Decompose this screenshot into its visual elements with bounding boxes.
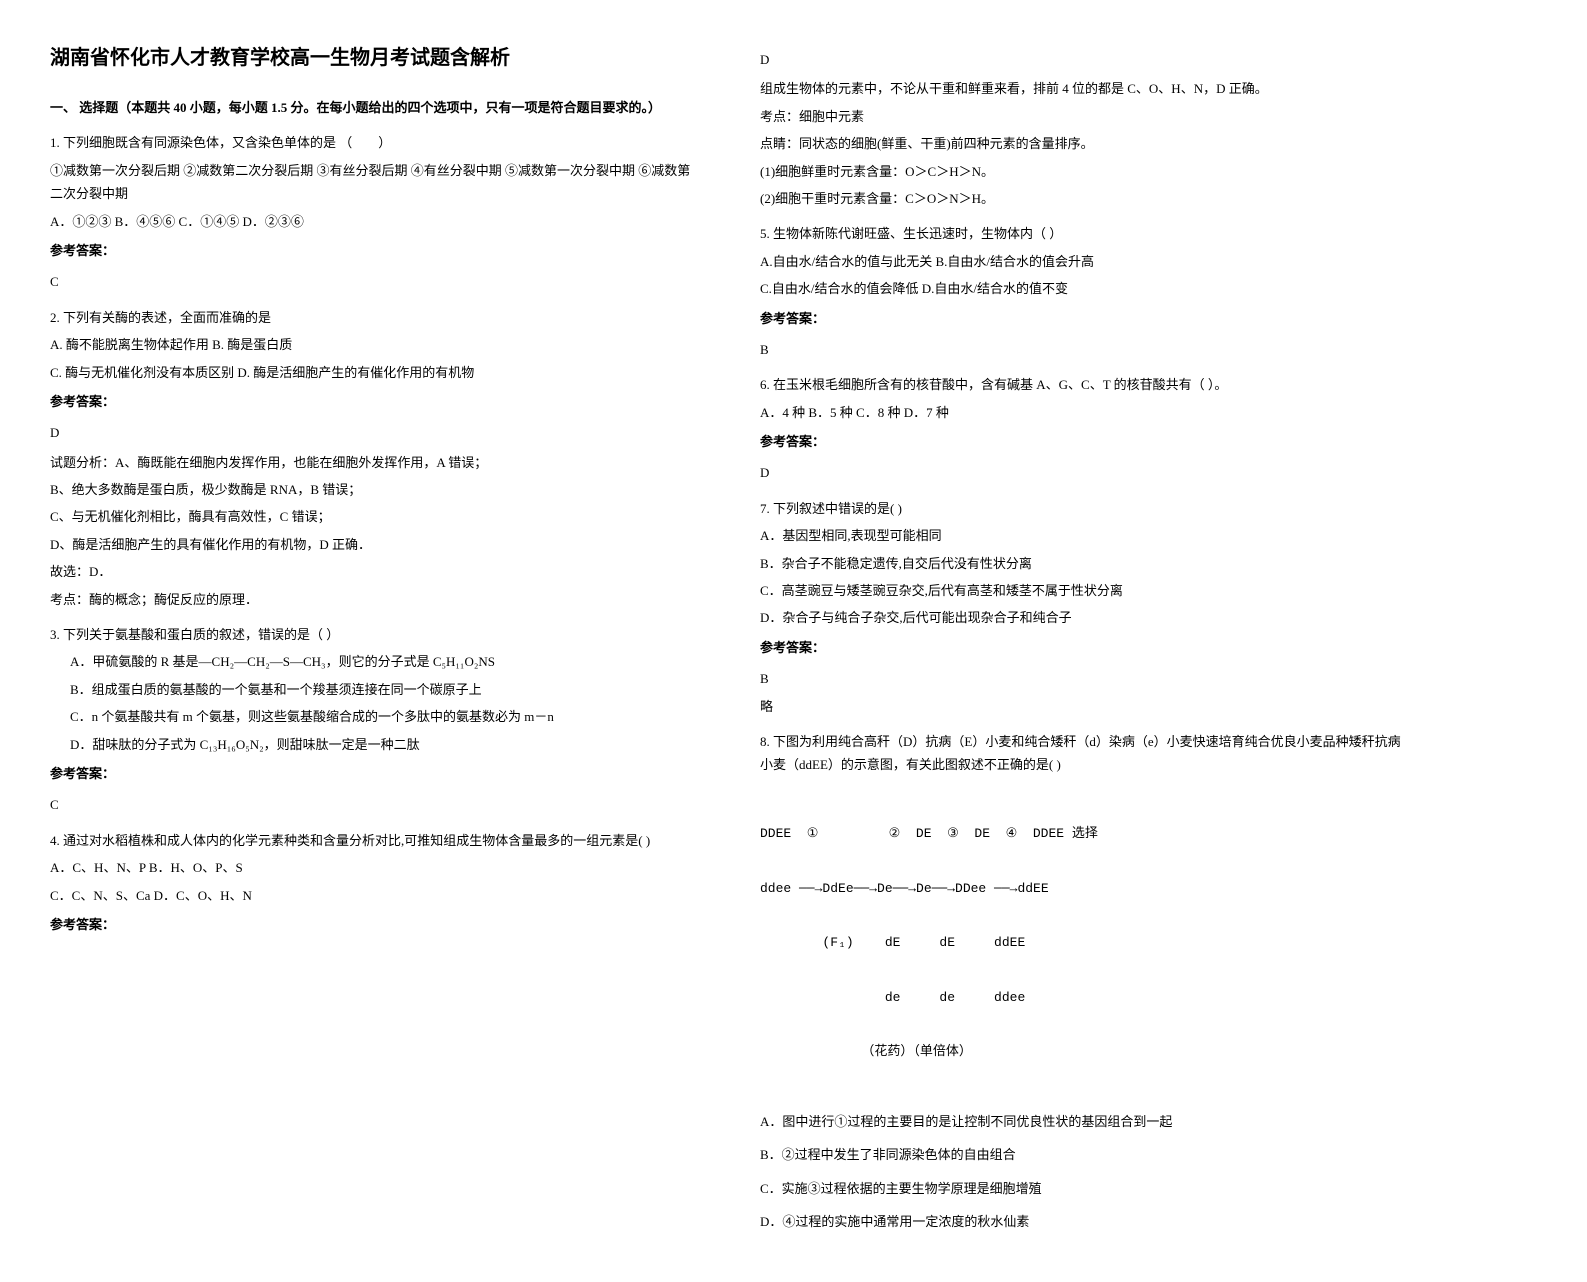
diagram-line2: ddee ──→DdEe──→De──→De──→DDee ──→ddEE bbox=[760, 880, 1410, 898]
question-2-exp2: B、绝大多数酶是蛋白质，极少数酶是 RNA，B 错误； bbox=[50, 478, 700, 501]
question-7-answer2: 略 bbox=[760, 695, 1410, 718]
answer-label: 参考答案： bbox=[760, 307, 1410, 330]
question-7-optD: D．杂合子与纯合子杂交,后代可能出现杂合子和纯合子 bbox=[760, 606, 1410, 629]
question-5-text: 5. 生物体新陈代谢旺盛、生长迅速时，生物体内（ ） bbox=[760, 222, 1410, 245]
question-5: 5. 生物体新陈代谢旺盛、生长迅速时，生物体内（ ） A.自由水/结合水的值与此… bbox=[760, 222, 1410, 361]
left-column: 湖南省怀化市人才教育学校高一生物月考试题含解析 一、 选择题（本题共 40 小题… bbox=[50, 40, 700, 1242]
question-5-optC: C.自由水/结合水的值会降低 D.自由水/结合水的值不变 bbox=[760, 277, 1410, 300]
question-4-exp2: 考点：细胞中元素 bbox=[760, 105, 1410, 128]
question-2-exp3: C、与无机催化剂相比，酶具有高效性，C 错误； bbox=[50, 505, 700, 528]
question-8-optC: C．实施③过程依据的主要生物学原理是细胞增殖 bbox=[760, 1177, 1410, 1200]
question-8: 8. 下图为利用纯合高秆（D）抗病（E）小麦和纯合矮秆（d）染病（e）小麦快速培… bbox=[760, 730, 1410, 1234]
diagram-line5: （花药）（单倍体） bbox=[760, 1043, 1410, 1061]
question-6-text: 6. 在玉米根毛细胞所含有的核苷酸中，含有碱基 A、G、C、T 的核苷酸共有（ … bbox=[760, 373, 1410, 396]
question-7-optC: C．高茎豌豆与矮茎豌豆杂交,后代有高茎和矮茎不属于性状分离 bbox=[760, 579, 1410, 602]
answer-label: 参考答案： bbox=[50, 762, 700, 785]
question-1-answer: C bbox=[50, 270, 700, 293]
question-7-optB: B．杂合子不能稳定遗传,自交后代没有性状分离 bbox=[760, 552, 1410, 575]
question-7: 7. 下列叙述中错误的是( ) A．基因型相同,表现型可能相同 B．杂合子不能稳… bbox=[760, 497, 1410, 718]
diagram-line4: de de ddee bbox=[760, 989, 1410, 1007]
right-column: D 组成生物体的元素中，不论从干重和鲜重来看，排前 4 位的都是 C、O、H、N… bbox=[760, 40, 1410, 1242]
question-3-optC: C．n 个氨基酸共有 m 个氨基，则这些氨基酸缩合成的一个多肽中的氨基数必为 m… bbox=[70, 705, 700, 728]
question-5-answer: B bbox=[760, 338, 1410, 361]
question-3-optA: A．甲硫氨酸的 R 基是—CH₂—CH₂—S—CH₃，则它的分子式是 C₅H₁₁… bbox=[70, 650, 700, 673]
question-8-optD: D．④过程的实施中通常用一定浓度的秋水仙素 bbox=[760, 1210, 1410, 1233]
question-2-exp6: 考点：酶的概念；酶促反应的原理． bbox=[50, 588, 700, 611]
question-3-optB: B．组成蛋白质的氨基酸的一个氨基和一个羧基须连接在同一个碳原子上 bbox=[70, 678, 700, 701]
question-2-exp1: 试题分析：A、酶既能在细胞内发挥作用，也能在细胞外发挥作用，A 错误； bbox=[50, 451, 700, 474]
question-4-exp1: 组成生物体的元素中，不论从干重和鲜重来看，排前 4 位的都是 C、O、H、N，D… bbox=[760, 77, 1410, 100]
question-8-optB: B．②过程中发生了非同源染色体的自由组合 bbox=[760, 1143, 1410, 1166]
question-6-answer: D bbox=[760, 461, 1410, 484]
question-2: 2. 下列有关酶的表述，全面而准确的是 A. 酶不能脱离生物体起作用 B. 酶是… bbox=[50, 306, 700, 611]
question-4-text: 4. 通过对水稻植株和成人体内的化学元素种类和含量分析对比,可推知组成生物体含量… bbox=[50, 829, 700, 852]
question-7-text: 7. 下列叙述中错误的是( ) bbox=[760, 497, 1410, 520]
document-title: 湖南省怀化市人才教育学校高一生物月考试题含解析 bbox=[50, 40, 700, 76]
question-6: 6. 在玉米根毛细胞所含有的核苷酸中，含有碱基 A、G、C、T 的核苷酸共有（ … bbox=[760, 373, 1410, 485]
question-8-text: 8. 下图为利用纯合高秆（D）抗病（E）小麦和纯合矮秆（d）染病（e）小麦快速培… bbox=[760, 730, 1410, 777]
answer-label: 参考答案： bbox=[50, 913, 700, 936]
answer-label: 参考答案： bbox=[50, 239, 700, 262]
question-1-options: A．①②③ B．④⑤⑥ C．①④⑤ D．②③⑥ bbox=[50, 210, 700, 233]
question-3: 3. 下列关于氨基酸和蛋白质的叙述，错误的是（ ） A．甲硫氨酸的 R 基是—C… bbox=[50, 623, 700, 817]
question-6-opts: A．4 种 B．5 种 C．8 种 D．7 种 bbox=[760, 401, 1410, 424]
question-8-diagram: DDEE ① ② DE ③ DE ④ DDEE 选择 ddee ──→DdEe─… bbox=[760, 789, 1410, 1098]
question-4-exp3: 点睛：同状态的细胞(鲜重、干重)前四种元素的含量排序。 bbox=[760, 132, 1410, 155]
question-4-answer: D bbox=[760, 48, 1410, 71]
question-5-optA: A.自由水/结合水的值与此无关 B.自由水/结合水的值会升高 bbox=[760, 250, 1410, 273]
section-header: 一、 选择题（本题共 40 小题，每小题 1.5 分。在每小题给出的四个选项中，… bbox=[50, 96, 700, 119]
answer-label: 参考答案： bbox=[760, 430, 1410, 453]
question-2-optA: A. 酶不能脱离生物体起作用 B. 酶是蛋白质 bbox=[50, 333, 700, 356]
question-3-answer: C bbox=[50, 793, 700, 816]
question-2-exp4: D、酶是活细胞产生的具有催化作用的有机物，D 正确． bbox=[50, 533, 700, 556]
diagram-line1: DDEE ① ② DE ③ DE ④ DDEE 选择 bbox=[760, 825, 1410, 843]
question-1-text: 1. 下列细胞既含有同源染色体，又含染色单体的是 （ ） bbox=[50, 131, 700, 154]
diagram-line3: (F₁) dE dE ddEE bbox=[760, 934, 1410, 952]
answer-label: 参考答案： bbox=[760, 636, 1410, 659]
question-2-exp5: 故选：D． bbox=[50, 560, 700, 583]
question-1-sub: ①减数第一次分裂后期 ②减数第二次分裂后期 ③有丝分裂后期 ④有丝分裂中期 ⑤减… bbox=[50, 159, 700, 206]
question-4-exp5: (2)细胞干重时元素含量：C＞O＞N＞H。 bbox=[760, 187, 1410, 210]
question-7-answer: B bbox=[760, 667, 1410, 690]
question-2-optC: C. 酶与无机催化剂没有本质区别 D. 酶是活细胞产生的有催化作用的有机物 bbox=[50, 361, 700, 384]
question-1: 1. 下列细胞既含有同源染色体，又含染色单体的是 （ ） ①减数第一次分裂后期 … bbox=[50, 131, 700, 293]
question-7-optA: A．基因型相同,表现型可能相同 bbox=[760, 524, 1410, 547]
answer-label: 参考答案： bbox=[50, 390, 700, 413]
question-2-text: 2. 下列有关酶的表述，全面而准确的是 bbox=[50, 306, 700, 329]
question-4-optC: C．C、N、S、Ca D．C、O、H、N bbox=[50, 884, 700, 907]
question-4: 4. 通过对水稻植株和成人体内的化学元素种类和含量分析对比,可推知组成生物体含量… bbox=[50, 829, 700, 937]
question-3-text: 3. 下列关于氨基酸和蛋白质的叙述，错误的是（ ） bbox=[50, 623, 700, 646]
question-3-optD: D．甜味肽的分子式为 C₁₃H₁₆O₅N₂，则甜味肽一定是一种二肽 bbox=[70, 733, 700, 756]
question-2-answer: D bbox=[50, 421, 700, 444]
question-4-exp4: (1)细胞鲜重时元素含量：O＞C＞H＞N。 bbox=[760, 160, 1410, 183]
question-4-optA: A．C、H、N、P B．H、O、P、S bbox=[50, 856, 700, 879]
